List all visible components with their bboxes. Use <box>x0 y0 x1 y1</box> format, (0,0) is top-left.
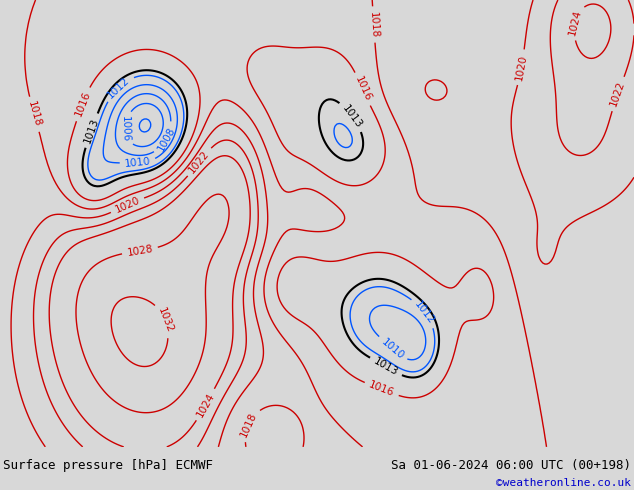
Text: 1024: 1024 <box>567 8 583 36</box>
Text: 1016: 1016 <box>353 75 373 103</box>
Text: 1022: 1022 <box>187 148 212 175</box>
Text: 1010: 1010 <box>379 337 406 361</box>
Text: 1018: 1018 <box>368 11 380 38</box>
Text: 1020: 1020 <box>514 53 529 81</box>
Text: 1022: 1022 <box>609 80 627 108</box>
Text: 1018: 1018 <box>239 410 259 439</box>
Text: 1016: 1016 <box>73 90 92 118</box>
Text: 1013: 1013 <box>82 117 101 145</box>
Text: 1016: 1016 <box>368 380 396 398</box>
Text: ©weatheronline.co.uk: ©weatheronline.co.uk <box>496 478 631 488</box>
Text: 1020: 1020 <box>113 195 141 215</box>
Text: 1024: 1024 <box>195 391 217 418</box>
Text: 1008: 1008 <box>155 125 177 153</box>
Text: Surface pressure [hPa] ECMWF: Surface pressure [hPa] ECMWF <box>3 459 213 472</box>
Text: Sa 01-06-2024 06:00 UTC (00+198): Sa 01-06-2024 06:00 UTC (00+198) <box>391 459 631 472</box>
Text: 1018: 1018 <box>26 100 42 128</box>
Text: 1032: 1032 <box>156 306 174 335</box>
Text: 1006: 1006 <box>120 115 131 142</box>
Text: 1013: 1013 <box>340 103 364 130</box>
Text: 1012: 1012 <box>106 74 132 100</box>
Text: 1010: 1010 <box>124 157 152 170</box>
Text: 1028: 1028 <box>126 244 154 258</box>
Text: 1012: 1012 <box>413 299 437 326</box>
Text: 1013: 1013 <box>372 356 400 377</box>
